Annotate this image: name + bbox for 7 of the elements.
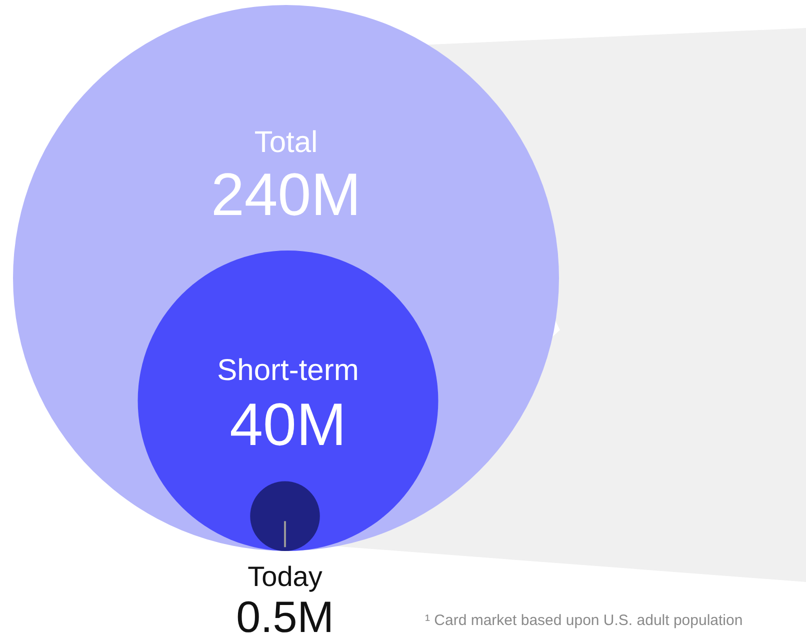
category-label: Today [248,561,322,592]
data-label: 0.5M [236,593,334,636]
data-label: 240M [210,161,362,228]
category-label: Short-term [217,354,359,387]
category-label: Total [254,126,318,159]
text: ¹ Card market based upon U.S. adult population [425,612,743,629]
data-label: 40M [230,391,346,458]
